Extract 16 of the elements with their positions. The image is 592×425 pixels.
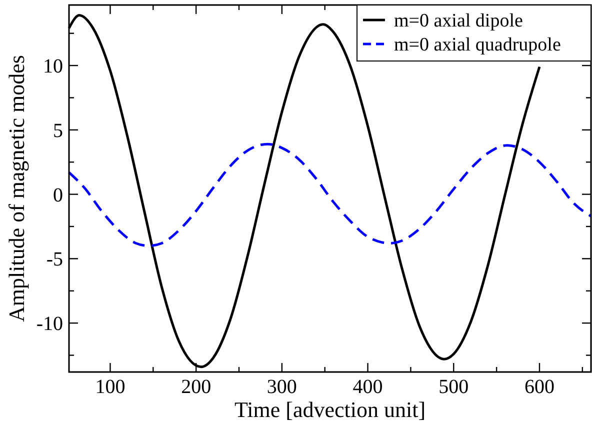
line-series (68, 142, 592, 248)
y-tick-label: 10 (43, 56, 63, 78)
y-tick-label: -10 (36, 313, 63, 336)
x-tick-label: 500 (438, 376, 469, 398)
x-tick-label: 600 (524, 376, 554, 398)
legend-label: m=0 axial dipole (394, 10, 523, 32)
x-tick-label: 100 (95, 376, 126, 398)
x-tick-label: 400 (352, 376, 383, 398)
x-axis-title: Time [advection unit] (234, 397, 426, 422)
y-tick-label: 5 (53, 120, 63, 142)
y-axis-title: Amplitude of magnetic modes (4, 55, 29, 322)
x-tick-label: 300 (266, 376, 297, 398)
y-tick-label: -5 (46, 248, 63, 271)
y-tick-label: 0 (53, 184, 63, 206)
x-tick-label: 200 (181, 376, 212, 398)
legend-label: m=0 axial quadrupole (394, 34, 561, 56)
